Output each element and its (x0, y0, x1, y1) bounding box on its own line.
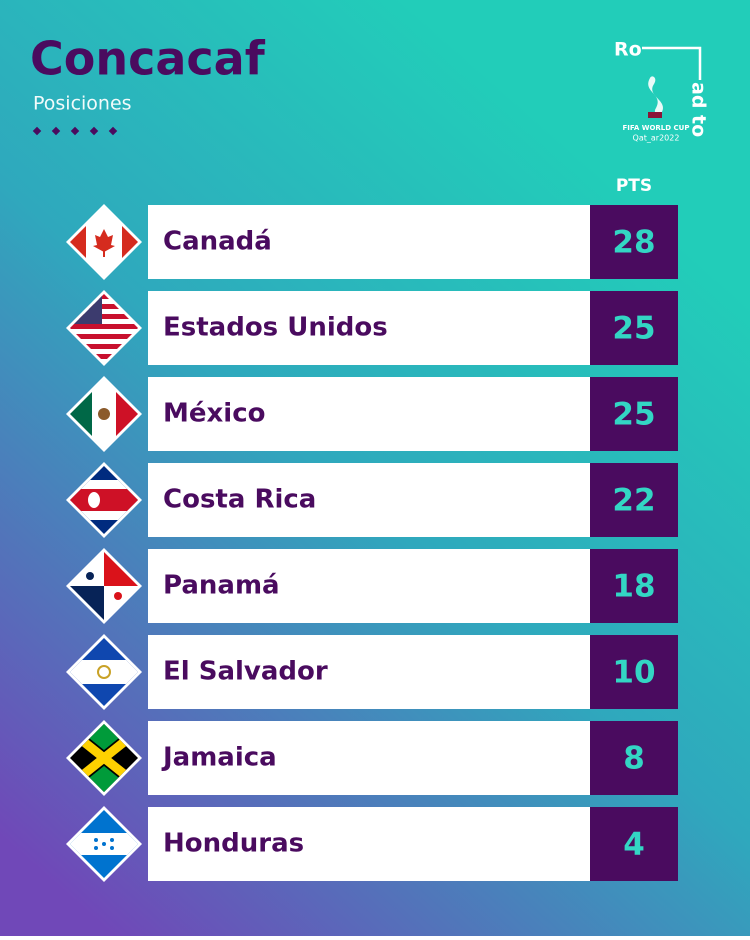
team-points: 10 (612, 655, 655, 691)
table: Canadá 28 Estados Unidos 25 México 25 Costa Ri… (148, 205, 678, 881)
team-name: El Salvador (163, 657, 328, 687)
points-cell (590, 721, 678, 795)
logo: Ro ad to FIFA WORLD CUP Qat_ar2022 (614, 39, 710, 143)
points-cell (590, 549, 678, 623)
logo-text: FIFA WORLD CUP (623, 124, 690, 132)
logo-text: Qat_ar2022 (633, 134, 680, 143)
team-name: Estados Unidos (163, 313, 388, 343)
points-cell (590, 377, 678, 451)
row-background (148, 721, 590, 795)
title: Concacaf (30, 32, 266, 86)
team-name: Honduras (163, 829, 304, 859)
row-background (148, 463, 590, 537)
row-background (148, 377, 590, 451)
logo-text: ad to (688, 82, 710, 137)
team-name: Costa Rica (163, 485, 316, 515)
points-cell (590, 635, 678, 709)
points-cell (590, 463, 678, 537)
row-background (148, 291, 590, 365)
points-cell (590, 807, 678, 881)
decor-dots (32, 126, 118, 136)
team-points: 28 (612, 225, 655, 261)
row-background (148, 205, 590, 279)
team-points: 4 (623, 827, 645, 863)
subtitle: Posiciones (33, 93, 132, 115)
team-points: 18 (612, 569, 655, 605)
team-name: Jamaica (161, 743, 277, 773)
team-points: 25 (612, 397, 655, 433)
team-points: 22 (612, 483, 655, 519)
points-header: PTS (616, 176, 652, 196)
team-name: Panamá (163, 571, 280, 601)
team-points: 8 (623, 741, 645, 777)
team-name: Canadá (163, 227, 272, 257)
row-background (148, 635, 590, 709)
logo-text: Ro (614, 39, 642, 61)
team-points: 25 (612, 311, 655, 347)
row-background (148, 807, 590, 881)
row-background (148, 549, 590, 623)
team-name: México (163, 399, 265, 429)
points-cell (590, 205, 678, 279)
points-cell (590, 291, 678, 365)
